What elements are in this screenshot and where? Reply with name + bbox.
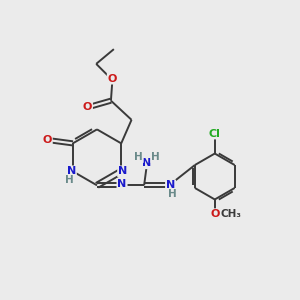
Text: N: N xyxy=(166,180,175,190)
Text: O: O xyxy=(108,74,117,84)
Text: H: H xyxy=(134,152,143,162)
Text: H: H xyxy=(65,175,74,184)
Text: Cl: Cl xyxy=(209,128,221,139)
Text: O: O xyxy=(83,102,92,112)
Text: N: N xyxy=(67,166,76,176)
Text: O: O xyxy=(43,135,52,146)
Text: O: O xyxy=(210,209,220,219)
Text: H: H xyxy=(151,152,160,162)
Text: H: H xyxy=(168,189,176,199)
Text: N: N xyxy=(117,179,127,189)
Text: CH₃: CH₃ xyxy=(220,209,242,219)
Text: N: N xyxy=(142,158,152,168)
Text: N: N xyxy=(118,166,127,176)
